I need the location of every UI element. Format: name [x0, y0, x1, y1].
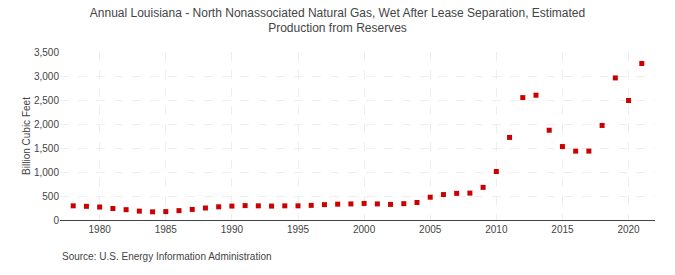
- svg-text:1980: 1980: [89, 224, 112, 235]
- svg-text:1990: 1990: [221, 224, 244, 235]
- svg-text:2015: 2015: [551, 224, 574, 235]
- svg-text:3,500: 3,500: [34, 47, 59, 58]
- svg-text:Annual Louisiana - North Nonas: Annual Louisiana - North Nonassociated N…: [90, 6, 585, 36]
- svg-text:Billion Cubic Feet: Billion Cubic Feet: [21, 97, 32, 175]
- svg-text:2010: 2010: [485, 224, 508, 235]
- svg-text:1,500: 1,500: [34, 143, 59, 154]
- svg-text:Source: U.S. Energy Informatio: Source: U.S. Energy Information Administ…: [62, 251, 272, 262]
- svg-text:1,000: 1,000: [34, 167, 59, 178]
- svg-text:3,000: 3,000: [34, 71, 59, 82]
- svg-text:500: 500: [42, 191, 59, 202]
- svg-text:2,500: 2,500: [34, 95, 59, 106]
- svg-text:2020: 2020: [617, 224, 640, 235]
- svg-text:1985: 1985: [155, 224, 178, 235]
- svg-text:2005: 2005: [419, 224, 442, 235]
- svg-text:2000: 2000: [353, 224, 376, 235]
- svg-text:0: 0: [53, 215, 59, 226]
- svg-text:2,000: 2,000: [34, 119, 59, 130]
- svg-text:1995: 1995: [287, 224, 310, 235]
